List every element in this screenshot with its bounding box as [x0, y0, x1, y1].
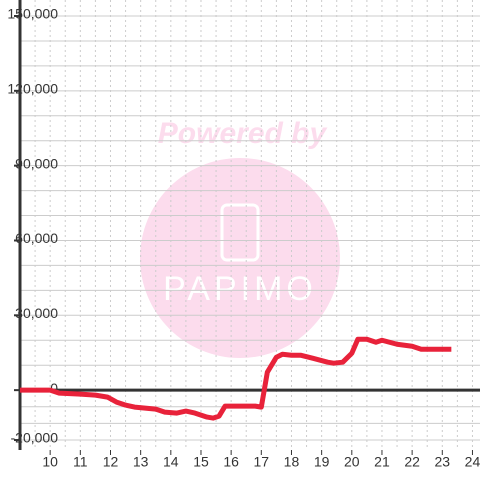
logo-text: PAPIMO [163, 270, 317, 308]
x-tick-label: 15 [193, 454, 209, 470]
y-tick-label: 120,000 [7, 81, 58, 97]
x-tick-label: 23 [435, 454, 451, 470]
x-tick-label: 20 [344, 454, 360, 470]
x-tick-label: 19 [314, 454, 330, 470]
x-tick-label: 24 [465, 454, 480, 470]
logo-circle [140, 158, 340, 358]
x-tick-label: 10 [42, 454, 58, 470]
logo-phone [220, 203, 260, 262]
x-tick-label: 21 [374, 454, 390, 470]
data-line [20, 336, 452, 421]
x-tick-label: 12 [103, 454, 119, 470]
y-tick-label: 30,000 [15, 305, 58, 321]
y-tick-label: 90,000 [15, 155, 58, 171]
watermark: Powered by PAPIMO [140, 117, 340, 358]
x-tick-label: 11 [73, 454, 88, 470]
y-tick-label: 0 [50, 380, 58, 396]
x-tick-label: 17 [254, 454, 270, 470]
x-tick-label: 18 [284, 454, 300, 470]
x-tick-label: 14 [163, 454, 179, 470]
y-tick-label: 60,000 [15, 230, 58, 246]
watermark-text: Powered by [158, 117, 328, 150]
x-tick-label: 13 [133, 454, 149, 470]
y-tick-label: -20,000 [11, 430, 59, 446]
x-tick-label: 22 [404, 454, 420, 470]
y-tick-label: 150,000 [7, 6, 58, 22]
x-tick-label: 16 [223, 454, 239, 470]
